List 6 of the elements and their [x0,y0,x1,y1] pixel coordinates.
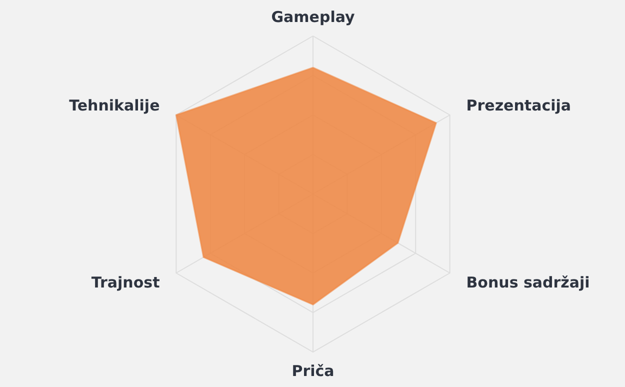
spoke-label: Trajnost [91,273,160,292]
spoke-label: Priča [292,362,334,380]
spoke-label: Prezentacija [466,96,571,115]
spoke-label: Tehnikalije [69,96,160,115]
spoke-label: Bonus sadržaji [466,273,590,292]
spoke-label: Gameplay [271,8,355,26]
